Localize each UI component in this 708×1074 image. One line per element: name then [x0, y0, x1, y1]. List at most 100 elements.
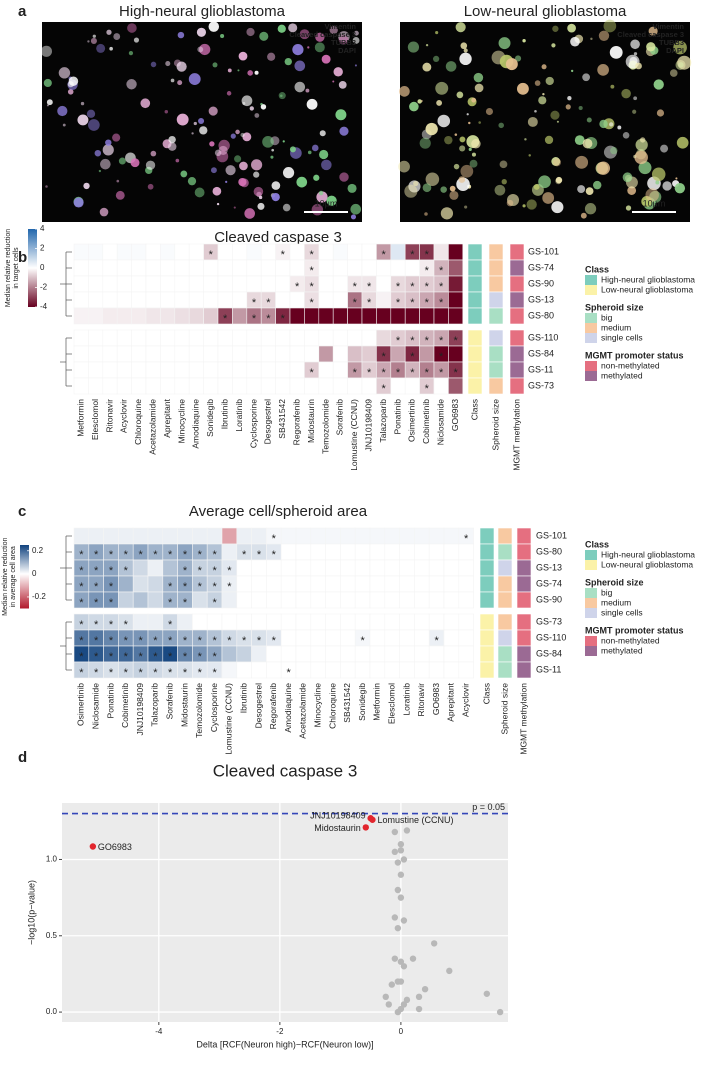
cell-spheroid: [282, 140, 285, 143]
significance-star: *: [198, 549, 203, 561]
significance-star: *: [94, 549, 99, 561]
annotation-cell: [497, 591, 513, 609]
data-point: [397, 841, 405, 848]
heatmap-cell: [131, 291, 147, 309]
cell-spheroid: [210, 167, 217, 174]
heatmap-cell: [340, 661, 356, 679]
heatmap-cell: [188, 361, 204, 379]
significance-star: *: [439, 335, 444, 347]
heatmap-cell: [384, 613, 400, 631]
cell-spheroid: [552, 25, 559, 32]
cell-spheroid: [246, 27, 255, 37]
heatmap-cell: [443, 543, 460, 561]
heatmap-cell: [177, 613, 193, 631]
heatmap-cell: [251, 661, 267, 679]
heatmap-cell: [332, 275, 348, 293]
cell-spheroid: [299, 29, 310, 40]
image-title: High-neural glioblastoma: [119, 3, 286, 20]
annotation-cell: [479, 575, 495, 593]
significance-star: *: [183, 565, 188, 577]
cell-spheroid: [260, 104, 267, 110]
heatmap-cell: [289, 307, 305, 325]
significance-star: *: [79, 619, 84, 631]
heatmap-cell: [325, 527, 341, 545]
column-label: Ibrutinib: [219, 399, 229, 430]
heatmap-cell: [295, 645, 312, 663]
y-tick-label: 1.0: [46, 855, 58, 864]
row-label: GS-110: [528, 332, 558, 342]
annotation-cell: [516, 661, 532, 679]
heatmap-cell: [332, 259, 348, 277]
cell-spheroid: [676, 136, 689, 149]
heatmap-cell: [236, 613, 252, 631]
heatmap-cell: [275, 361, 291, 379]
cell-spheroid: [314, 42, 325, 53]
heatmap-cell: [310, 613, 326, 631]
significance-star: *: [439, 297, 444, 309]
cell-spheroid: [464, 205, 468, 209]
plot-background: [62, 803, 508, 1022]
heatmap-cell: [174, 275, 190, 293]
significance-star: *: [309, 249, 314, 261]
heatmap-cell: [232, 243, 248, 261]
significance-star: *: [212, 667, 217, 679]
data-point: [397, 958, 405, 965]
cell-spheroid: [238, 51, 248, 61]
heatmap-cell: [118, 527, 134, 545]
column-label: Regorafenib: [291, 399, 301, 446]
cell-spheroid: [225, 165, 236, 176]
cell-spheroid: [621, 88, 631, 99]
channel-label: TUBB3: [331, 38, 356, 47]
heatmap-cell: [221, 645, 238, 663]
heatmap-cell: [131, 259, 147, 277]
cell-spheroid: [534, 80, 541, 86]
annotation-cell: [497, 559, 513, 577]
cell-spheroid: [437, 114, 451, 128]
heatmap-cell: [88, 361, 104, 379]
cell-spheroid: [471, 139, 481, 149]
column-label: Elesclomol: [386, 683, 396, 724]
heatmap-cell: [443, 591, 460, 609]
significance-star: *: [309, 281, 314, 293]
annotation-cell: [509, 361, 525, 379]
cell-spheroid: [62, 123, 66, 127]
cell-spheroid: [199, 43, 211, 56]
colorbar-tick-label: 0: [40, 263, 45, 272]
heatmap-cell: [289, 329, 305, 347]
panel-label: b: [18, 249, 27, 266]
legend-swatch: [585, 361, 597, 371]
cell-spheroid: [582, 138, 593, 149]
heatmap-cell: [419, 345, 435, 363]
cell-spheroid: [96, 43, 106, 53]
cell-spheroid: [225, 180, 228, 184]
cell-spheroid: [237, 69, 240, 72]
data-point: [391, 848, 399, 856]
significance-star: *: [257, 635, 262, 647]
heatmap-cell: [295, 661, 312, 679]
heatmap-cell: [232, 275, 248, 293]
cell-spheroid: [253, 186, 264, 197]
cell-spheroid: [460, 164, 474, 178]
cell-spheroid: [398, 160, 410, 173]
heatmap-cell: [221, 527, 238, 545]
annotation-label: MGMT methylation: [518, 683, 528, 755]
chart-title: Average cell/spheroid area: [189, 503, 368, 520]
heatmap-cell: [458, 661, 474, 679]
cell-spheroid: [335, 109, 347, 121]
heatmap-cell: [369, 527, 386, 545]
cell-spheroid: [170, 78, 175, 83]
heatmap-cell: [433, 307, 449, 325]
heatmap-cell: [289, 243, 305, 261]
significance-star: *: [309, 265, 314, 277]
data-point: [483, 990, 491, 997]
heatmap-cell: [118, 591, 134, 609]
cell-spheroid: [350, 203, 362, 215]
cell-spheroid: [165, 61, 171, 67]
column-label: Ponatinib: [105, 683, 115, 719]
heatmap-cell: [399, 591, 415, 609]
heatmap-cell: [384, 559, 400, 577]
cell-spheroid: [254, 70, 259, 75]
cell-spheroid: [399, 86, 410, 97]
heatmap-cell: [73, 307, 89, 325]
heatmap-cell: [232, 329, 248, 347]
